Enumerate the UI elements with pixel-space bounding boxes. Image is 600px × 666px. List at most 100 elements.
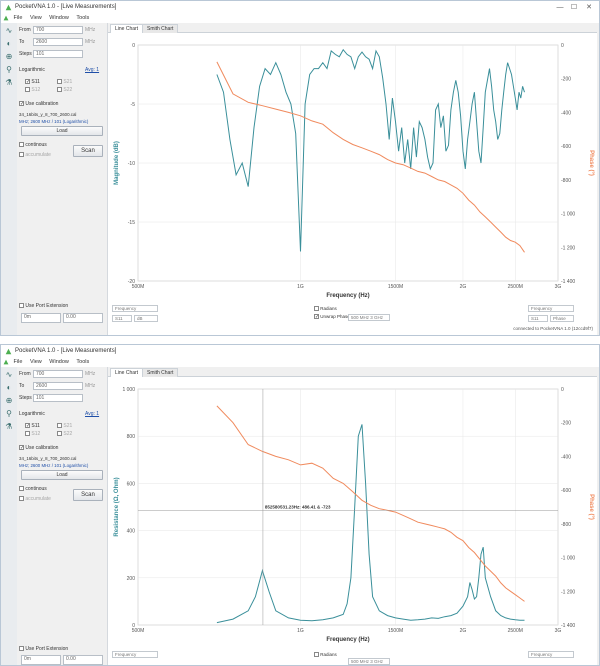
unwrap-checkbox[interactable]: ✓ (314, 314, 320, 321)
continous-checkbox[interactable] (19, 142, 24, 148)
menu-window[interactable]: Window (49, 15, 69, 21)
menu-view[interactable]: View (29, 15, 42, 21)
s11-select[interactable]: S11 (112, 315, 132, 322)
s22-checkbox[interactable] (57, 87, 62, 93)
resistance-chart[interactable]: 500M 1G 1500M 2G 2500M 3G 1 000 800 600 400 200 0 0 -… (108, 377, 598, 647)
y-left-tick-label: -5 (131, 102, 136, 108)
pin-icon[interactable]: ⚲ (6, 409, 12, 418)
menu-tools[interactable]: Tools (76, 15, 90, 21)
freq-select-left-2[interactable]: Frequency (112, 651, 158, 658)
menu-tools-2[interactable]: Tools (76, 359, 90, 365)
cal-icon[interactable]: ⚗ (5, 78, 13, 87)
s12-checkbox-2[interactable] (25, 431, 30, 437)
radians-option[interactable]: Radians (314, 306, 337, 312)
steps-input[interactable]: 101 (33, 50, 83, 58)
calibration-checkbox-2[interactable]: ✓ (19, 445, 25, 452)
tab-smith-chart[interactable]: Smith Chart (142, 24, 179, 33)
tab-line-chart-2[interactable]: Line Chart (110, 368, 144, 377)
logarithmic-label: Logarithmic (19, 67, 45, 73)
s12-label: S12 (31, 87, 41, 93)
menu-file-2[interactable]: File (13, 359, 23, 365)
s12-checkbox[interactable] (25, 87, 30, 93)
tab-smith-chart-2[interactable]: Smith Chart (142, 368, 179, 377)
freq-select-left[interactable]: Frequency (112, 305, 158, 312)
phase-select[interactable]: Phase (550, 315, 574, 322)
menu-view-2[interactable]: View (29, 359, 42, 365)
freq-select-right-2[interactable]: Frequency (528, 651, 574, 658)
from-label: From (19, 27, 31, 33)
logarithmic-label-2: Logarithmic (19, 411, 45, 417)
pocketvna-window-top: PocketVNA 1.0 - [Live Measurements] — ☐ … (0, 0, 600, 336)
port-ext-value-input[interactable]: 0.00 (63, 313, 103, 323)
s21-checkbox-2[interactable] (57, 423, 62, 429)
y-right-tick-label: 0 (561, 43, 564, 49)
radians-checkbox-2[interactable] (314, 652, 319, 658)
wave-icon[interactable]: ∿ (5, 26, 13, 35)
line-chart[interactable]: 500M 1G 1500M 2G 2500M 3G0-5-10-15-200-200-40… (108, 33, 598, 303)
pin-icon[interactable]: ⚲ (6, 65, 12, 74)
maximize-button[interactable]: ☐ (570, 4, 578, 11)
port-ext-length-input[interactable]: 0m (21, 313, 61, 323)
s22-label: S22 (63, 87, 73, 93)
radians-option-2[interactable]: Radians (314, 652, 337, 658)
y-left-tick-label: -20 (128, 279, 135, 285)
steps-input-2[interactable]: 101 (33, 394, 83, 402)
s11-checkbox[interactable]: ✓ (25, 79, 31, 86)
load-button-2[interactable]: Load (21, 470, 103, 480)
calibration-label-2: Use calibration (25, 445, 59, 451)
s21-checkbox[interactable] (57, 79, 62, 85)
scan-button-2[interactable]: Scan (73, 489, 103, 501)
from-input[interactable]: 700 (33, 26, 83, 34)
s12-label-2: S12 (31, 431, 41, 437)
db-select[interactable]: dB (134, 315, 158, 322)
calibration-label: Use calibration (25, 101, 59, 107)
wave-icon[interactable]: ∿ (5, 370, 13, 379)
s22-checkbox-2[interactable] (57, 431, 62, 437)
phase-icon[interactable]: ◐ (6, 383, 12, 392)
span-input[interactable]: 500 MHz 3 GHz (348, 314, 390, 321)
calibration-checkbox[interactable]: ✓ (19, 101, 25, 108)
unwrap-option[interactable]: ✓ Unwrap Phase (314, 314, 350, 321)
menu-file[interactable]: File (13, 15, 23, 21)
from-input-2[interactable]: 700 (33, 370, 83, 378)
marker-label: 852580531.23Hz: 486.41 & -723 (265, 504, 331, 509)
s11-checkbox-2[interactable]: ✓ (25, 423, 31, 430)
freq-select-right[interactable]: Frequency (528, 305, 574, 312)
port-extension-checkbox[interactable] (19, 303, 24, 309)
phase-icon[interactable]: ◐ (6, 39, 12, 48)
phase-series-line (216, 405, 525, 602)
calibration-row-2: ✓ Use calibration (19, 444, 105, 453)
y-left-tick-label: 0 (132, 623, 135, 629)
close-button[interactable]: ✕ (586, 4, 592, 11)
calibration-row: ✓ Use calibration (19, 100, 105, 109)
port-extension-label: Use Port Extension (25, 303, 69, 309)
to-input-2[interactable]: 2600 (33, 382, 83, 390)
port-extension-checkbox-2[interactable] (19, 646, 24, 652)
y-right-tick-label: -400 (561, 454, 571, 460)
accumulate-checkbox-2[interactable] (19, 496, 24, 502)
radians-checkbox[interactable] (314, 306, 319, 312)
port-ext-length-input-2[interactable]: 0m (21, 655, 61, 665)
smith-icon[interactable]: ⊕ (5, 396, 13, 405)
to-input[interactable]: 2600 (33, 38, 83, 46)
scan-button[interactable]: Scan (73, 145, 103, 157)
tab-line-chart[interactable]: Line Chart (110, 24, 144, 33)
avg-link[interactable]: Avg: 1 (85, 67, 100, 73)
y-right-tick-label: -800 (561, 522, 571, 528)
continous-checkbox-2[interactable] (19, 486, 24, 492)
logarithmic-row-2: Logarithmic Avg: 1 (19, 410, 105, 419)
smith-icon[interactable]: ⊕ (5, 52, 13, 61)
menu-window-2[interactable]: Window (49, 359, 69, 365)
menu-logo-icon (3, 15, 9, 20)
span-input-2[interactable]: 500 MHz 3 GHz (348, 658, 390, 665)
s11-select-right[interactable]: S11 (528, 315, 548, 322)
port-ext-value-input-2[interactable]: 0.00 (63, 655, 103, 665)
y-left-tick-label: 200 (127, 576, 136, 582)
steps-label-2: Steps (19, 395, 32, 401)
minimize-button[interactable]: — (556, 4, 564, 11)
cal-icon[interactable]: ⚗ (5, 422, 13, 431)
avg-link-2[interactable]: Avg: 1 (85, 411, 100, 417)
load-button[interactable]: Load (21, 126, 103, 136)
y-left-tick-label: 600 (127, 481, 136, 487)
accumulate-checkbox[interactable] (19, 152, 24, 158)
